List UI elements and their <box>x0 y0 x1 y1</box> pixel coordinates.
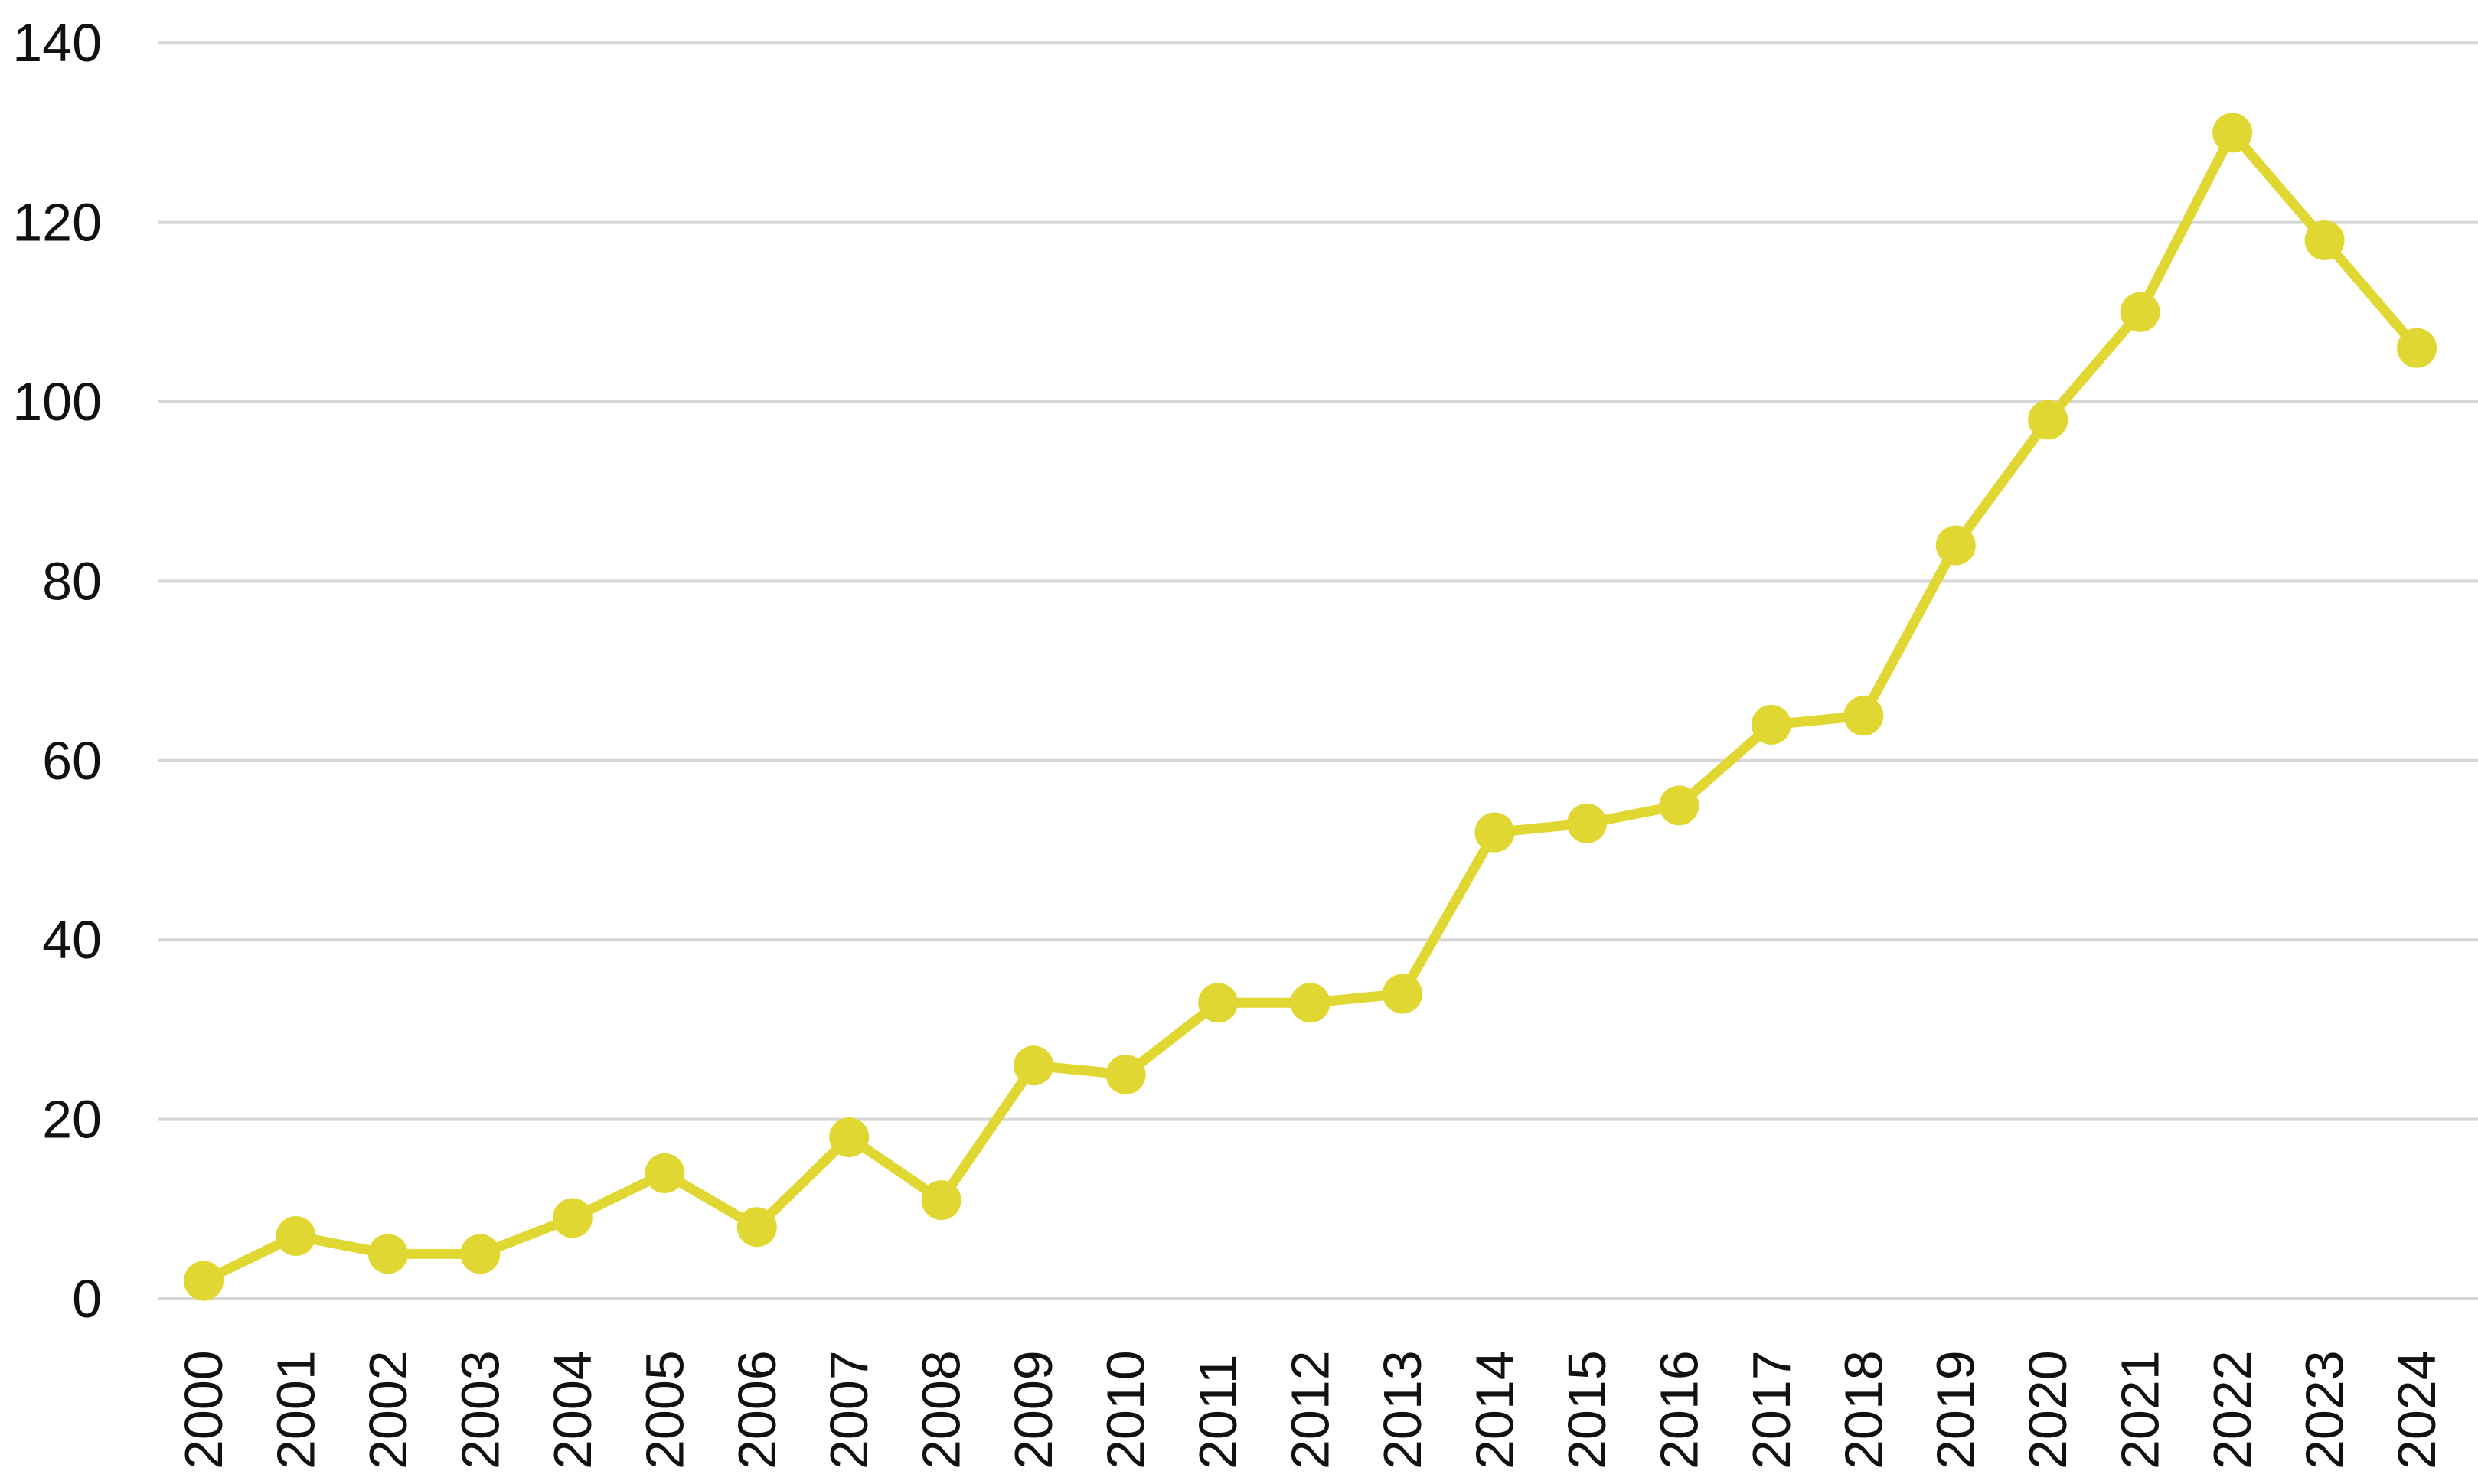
data-point-2012 <box>1290 983 1330 1023</box>
x-tick-label-2004: 2004 <box>543 1350 602 1469</box>
x-tick-label-2010: 2010 <box>1096 1350 1156 1469</box>
data-point-2002 <box>367 1234 408 1274</box>
x-tick-label-2006: 2006 <box>727 1350 787 1469</box>
data-point-2019 <box>1935 525 1976 566</box>
data-point-2009 <box>1014 1045 1054 1086</box>
data-point-2011 <box>1198 983 1239 1023</box>
x-tick-label-2003: 2003 <box>450 1350 510 1469</box>
y-tick-label-40: 40 <box>42 910 102 970</box>
y-tick-label-60: 60 <box>42 731 102 791</box>
data-point-2017 <box>1751 704 1791 745</box>
x-tick-label-2022: 2022 <box>2202 1350 2262 1469</box>
data-point-2023 <box>2304 220 2345 261</box>
x-tick-label-2008: 2008 <box>912 1350 971 1469</box>
data-point-2001 <box>276 1215 316 1256</box>
x-tick-label-2023: 2023 <box>2295 1350 2355 1469</box>
x-tick-label-2018: 2018 <box>1833 1350 1893 1469</box>
data-point-2008 <box>921 1180 961 1221</box>
x-tick-label-2009: 2009 <box>1004 1350 1063 1469</box>
data-point-2005 <box>645 1153 685 1193</box>
data-point-2015 <box>1566 803 1607 843</box>
x-tick-label-2014: 2014 <box>1464 1350 1524 1469</box>
data-point-2014 <box>1474 812 1515 853</box>
x-tick-label-2021: 2021 <box>2111 1350 2170 1469</box>
y-tick-label-0: 0 <box>72 1269 102 1329</box>
y-tick-label-20: 20 <box>42 1090 102 1150</box>
x-tick-label-2011: 2011 <box>1188 1354 1248 1469</box>
data-point-2006 <box>736 1207 777 1248</box>
x-tick-label-2007: 2007 <box>819 1350 879 1469</box>
x-tick-label-2005: 2005 <box>635 1350 694 1469</box>
data-point-2020 <box>2028 400 2068 440</box>
x-tick-label-2019: 2019 <box>1926 1350 1986 1469</box>
x-tick-label-2000: 2000 <box>174 1350 233 1469</box>
x-tick-label-2024: 2024 <box>2387 1350 2447 1469</box>
data-point-2003 <box>460 1234 501 1274</box>
y-tick-label-100: 100 <box>12 372 102 432</box>
data-point-2004 <box>552 1198 593 1238</box>
data-point-2024 <box>2397 328 2437 368</box>
x-tick-label-2013: 2013 <box>1373 1350 1432 1469</box>
data-point-2018 <box>1843 696 1884 736</box>
data-point-2007 <box>829 1117 870 1158</box>
x-tick-label-2015: 2015 <box>1557 1350 1617 1469</box>
x-tick-label-2002: 2002 <box>358 1350 418 1469</box>
x-tick-label-2016: 2016 <box>1649 1350 1709 1469</box>
y-tick-label-80: 80 <box>42 551 102 611</box>
x-tick-label-2020: 2020 <box>2018 1350 2078 1469</box>
y-tick-label-140: 140 <box>12 13 102 73</box>
x-tick-label-2017: 2017 <box>1742 1350 1801 1469</box>
data-point-2021 <box>2120 292 2160 332</box>
data-point-2016 <box>1659 785 1699 826</box>
data-point-2022 <box>2212 113 2253 153</box>
series-line <box>198 127 2422 1287</box>
data-point-2013 <box>1382 974 1422 1014</box>
y-tick-label-120: 120 <box>12 193 102 253</box>
x-tick-label-2001: 2001 <box>266 1350 325 1469</box>
data-point-2000 <box>184 1261 224 1301</box>
data-point-2010 <box>1105 1055 1146 1094</box>
x-tick-label-2012: 2012 <box>1281 1350 1340 1469</box>
